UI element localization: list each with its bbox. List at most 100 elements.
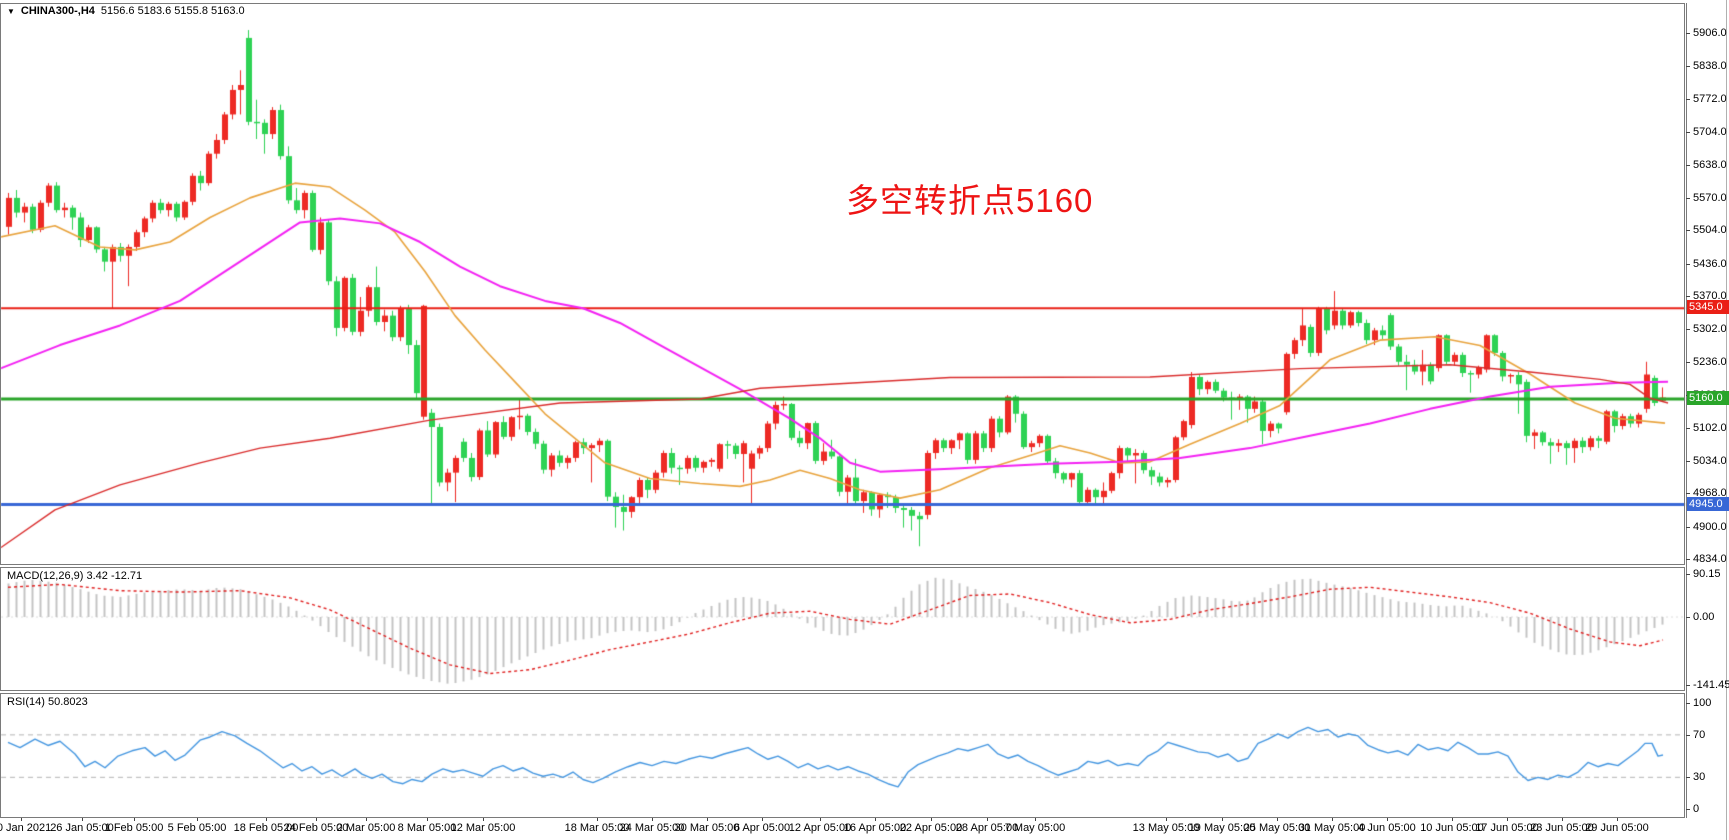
time-tick-mark [762, 818, 763, 821]
time-axis-label[interactable]: 17 Jun 05:00 [1475, 822, 1539, 834]
time-tick-mark [1332, 818, 1333, 821]
rsi-pane[interactable] [0, 693, 1685, 818]
ohlc-quote-label: 5156.6 5183.6 5155.8 5163.0 [100, 5, 245, 17]
time-axis-label[interactable]: 7 May 05:00 [1004, 822, 1066, 834]
time-tick-mark [987, 818, 988, 821]
time-axis-label[interactable]: 24 Mar 05:00 [619, 822, 685, 834]
time-tick-mark [366, 818, 367, 821]
time-axis-label[interactable]: 5 Feb 05:00 [167, 822, 227, 834]
time-tick-mark [1507, 818, 1508, 821]
time-tick-mark [266, 818, 267, 821]
price-tick-label: 5034.0 [1693, 454, 1727, 467]
macd-tick-mark [1686, 573, 1690, 575]
time-tick-mark [652, 818, 653, 821]
price-tick-mark [1686, 559, 1690, 560]
time-axis-label[interactable]: 29 Jun 05:00 [1585, 822, 1649, 834]
macd-tick-mark [1686, 684, 1690, 686]
time-tick-mark [316, 818, 317, 821]
time-axis-label[interactable]: 23 Jun 05:00 [1530, 822, 1594, 834]
price-tick-mark [1686, 296, 1690, 297]
time-tick-mark [931, 818, 932, 821]
price-tick-mark [1686, 98, 1690, 100]
time-axis-label[interactable]: 8 Mar 05:00 [397, 822, 457, 834]
time-axis-label[interactable]: 16 Apr 05:00 [843, 822, 907, 834]
price-tick-mark [1686, 164, 1690, 166]
time-axis-label[interactable]: 10 Jun 05:00 [1420, 822, 1484, 834]
time-axis-label[interactable]: 18 Feb 05:00 [233, 822, 299, 834]
price-tick-mark [1686, 230, 1690, 232]
price-tick-label: 5504.0 [1693, 224, 1727, 237]
time-tick-mark [1222, 818, 1223, 821]
time-axis-label[interactable]: 4 Jun 05:00 [1358, 822, 1416, 834]
time-axis-label[interactable]: 22 Apr 05:00 [899, 822, 963, 834]
price-tick-label: 4834.0 [1693, 553, 1727, 565]
window-right-edge [1726, 0, 1727, 840]
price-tick-label: 5436.0 [1693, 257, 1727, 270]
time-tick-mark [1277, 818, 1278, 821]
time-axis-label[interactable]: 25 May 05:00 [1243, 822, 1311, 834]
time-axis-label[interactable]: 2 Mar 05:00 [336, 822, 396, 834]
price-axis[interactable] [1686, 3, 1729, 818]
price-tick-label: 5838.0 [1693, 60, 1727, 73]
symbol-timeframe-label: CHINA300-,H4 [20, 5, 95, 17]
price-tick-label: 5302.0 [1693, 323, 1727, 336]
time-tick-mark [875, 818, 876, 821]
chart-annotation-text[interactable]: 多空转折点5160 [846, 182, 1094, 219]
rsi-tick-mark [1686, 809, 1690, 811]
price-tick-mark [1686, 329, 1690, 331]
time-tick-mark [820, 818, 821, 821]
chart-title-row: ▼ CHINA300-,H4 5156.6 5183.6 5155.8 5163… [7, 5, 245, 17]
rsi-tick-mark [1686, 734, 1690, 736]
price-tick-mark [1686, 263, 1690, 265]
price-tick-label: 4968.0 [1693, 487, 1727, 500]
macd-tick-label: -141.45 [1693, 678, 1729, 691]
time-tick-mark [1035, 818, 1036, 821]
time-axis-label[interactable]: 20 Jan 2021 [0, 822, 52, 834]
price-line-badge: 5345.0 [1687, 300, 1729, 315]
rsi-tick-mark [1686, 777, 1690, 779]
time-tick-mark [1387, 818, 1388, 821]
price-tick-mark [1686, 132, 1690, 134]
price-tick-label: 5772.0 [1693, 92, 1727, 105]
time-axis-label[interactable]: 19 May 05:00 [1188, 822, 1256, 834]
price-tick-label: 4900.0 [1693, 520, 1727, 533]
time-axis-label[interactable]: 1 Feb 05:00 [104, 822, 164, 834]
price-tick-mark [1686, 361, 1690, 363]
time-tick-mark [134, 818, 135, 821]
macd-tick-label: 90.15 [1693, 567, 1721, 580]
price-tick-label: 5236.0 [1693, 355, 1727, 368]
time-axis-label[interactable]: 31 May 05:00 [1298, 822, 1366, 834]
rsi-tick-label: 70 [1693, 728, 1706, 741]
time-tick-mark [483, 818, 484, 821]
time-axis-label[interactable]: 13 May 05:00 [1132, 822, 1200, 834]
time-axis-label[interactable]: 18 Mar 05:00 [564, 822, 630, 834]
macd-tick-label: 0.00 [1693, 611, 1715, 623]
time-axis-label[interactable]: 12 Mar 05:00 [450, 822, 516, 834]
price-tick-label: 5102.0 [1693, 421, 1727, 434]
price-line-badge: 5160.0 [1687, 391, 1729, 406]
rsi-indicator-label: RSI(14) 50.8023 [7, 696, 88, 708]
price-tick-mark [1686, 33, 1690, 34]
time-axis-label[interactable]: 12 Apr 05:00 [788, 822, 852, 834]
price-tick-label: 5638.0 [1693, 158, 1727, 171]
main-price-pane[interactable] [0, 3, 1685, 565]
time-axis-label[interactable]: 28 Apr 05:00 [955, 822, 1019, 834]
macd-tick-mark [1686, 617, 1690, 618]
macd-indicator-label: MACD(12,26,9) 3.42 -12.71 [7, 570, 143, 582]
macd-pane[interactable] [0, 567, 1685, 691]
time-axis-label[interactable]: 6 Apr 05:00 [733, 822, 791, 834]
time-tick-mark [82, 818, 83, 821]
time-axis-label[interactable]: 26 Jan 05:00 [50, 822, 114, 834]
rsi-tick-label: 30 [1693, 771, 1706, 784]
chevron-down-icon[interactable]: ▼ [7, 6, 15, 16]
time-axis-label[interactable]: 30 Mar 05:00 [674, 822, 740, 834]
price-tick-mark [1686, 493, 1690, 495]
time-axis-label[interactable]: 24 Feb 05:00 [283, 822, 349, 834]
time-tick-mark [1166, 818, 1167, 821]
rsi-tick-mark [1686, 703, 1690, 704]
time-tick-mark [197, 818, 198, 821]
time-tick-mark [597, 818, 598, 821]
time-tick-mark [21, 818, 22, 821]
price-tick-label: 5370.0 [1693, 290, 1727, 302]
